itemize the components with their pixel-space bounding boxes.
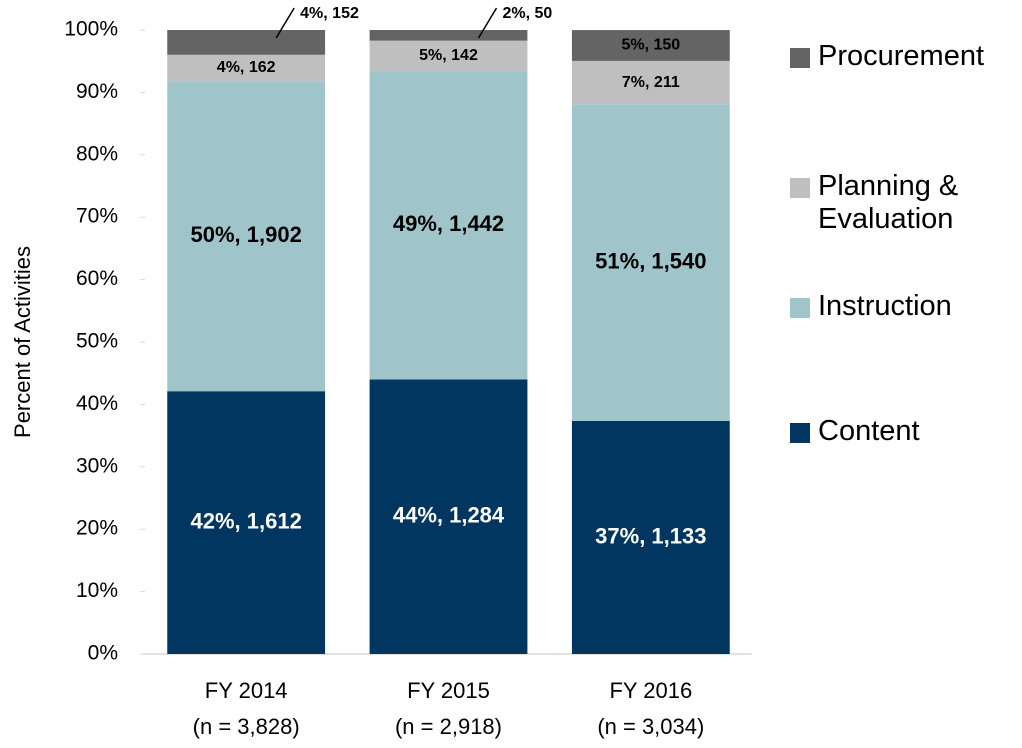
y-tick-label: 30% <box>76 454 118 477</box>
data-label: 2%, 50 <box>503 5 553 22</box>
data-label: 4%, 162 <box>217 59 276 76</box>
data-label: 37%, 1,133 <box>595 523 706 548</box>
y-axis-label: Percent of Activities <box>10 246 35 438</box>
legend-item: Procurement <box>790 40 984 73</box>
legend-label: Planning & Evaluation <box>818 170 959 235</box>
legend-item: Planning & Evaluation <box>790 170 1005 236</box>
leader-line <box>275 7 295 39</box>
bar-segment <box>369 40 528 72</box>
legend-label: Procurement <box>818 40 985 72</box>
bar-segment <box>571 60 730 105</box>
bar-segment <box>167 30 326 55</box>
x-tick-note: (n = 2,918) <box>395 714 502 739</box>
legend-label: Content <box>818 415 920 447</box>
bar-segment <box>571 104 730 421</box>
bar-segment <box>571 420 730 654</box>
bar-segment <box>167 391 326 654</box>
y-tick-label: 100% <box>64 18 118 41</box>
legend-swatch <box>790 298 810 318</box>
y-tick-label: 60% <box>76 267 118 290</box>
legend-item: Instruction <box>790 290 952 323</box>
x-tick-note: (n = 3,828) <box>193 714 300 739</box>
legend-swatch <box>790 48 810 68</box>
legend-item: Content <box>790 415 920 448</box>
x-tick-label: FY 2014 <box>205 678 288 703</box>
bar-segment <box>571 30 730 61</box>
data-label: 7%, 211 <box>622 74 680 91</box>
data-label: 42%, 1,612 <box>191 508 302 533</box>
y-tick-label: 0% <box>88 642 118 665</box>
data-label: 49%, 1,442 <box>393 211 504 236</box>
data-label: 44%, 1,284 <box>393 503 505 528</box>
data-label: 5%, 150 <box>621 37 680 54</box>
bar-segment <box>369 379 528 654</box>
data-label: 5%, 142 <box>419 47 478 64</box>
y-tick-label: 80% <box>76 142 118 165</box>
legend-swatch <box>790 178 810 198</box>
bar-segment <box>167 54 326 82</box>
legend-label: Instruction <box>818 290 952 322</box>
x-tick-label: FY 2015 <box>407 678 490 703</box>
x-tick-label: FY 2016 <box>609 678 692 703</box>
legend-swatch <box>790 423 810 443</box>
data-label: 51%, 1,540 <box>595 248 706 273</box>
y-tick-label: 20% <box>76 517 118 540</box>
x-tick-note: (n = 3,034) <box>597 714 704 739</box>
y-tick-label: 90% <box>76 80 118 103</box>
y-tick-label: 70% <box>76 205 118 228</box>
bar-segment <box>167 81 326 392</box>
y-tick-label: 50% <box>76 330 118 353</box>
bar-segment <box>369 71 528 380</box>
y-tick-label: 10% <box>76 579 118 602</box>
y-tick-label: 40% <box>76 392 118 415</box>
leader-line <box>477 7 498 39</box>
data-label: 4%, 152 <box>300 5 359 22</box>
data-label: 50%, 1,902 <box>191 222 302 247</box>
bar-segment <box>369 30 528 41</box>
